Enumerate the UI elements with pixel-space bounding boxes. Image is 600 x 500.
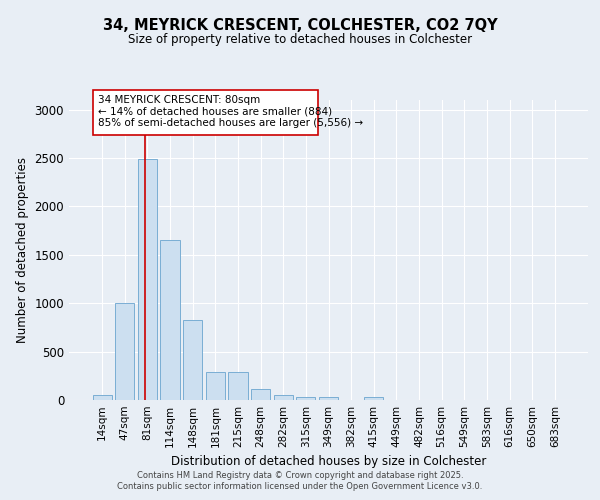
Bar — [229, 372, 248, 400]
Text: 34, MEYRICK CRESCENT, COLCHESTER, CO2 7QY: 34, MEYRICK CRESCENT, COLCHESTER, CO2 7Q… — [103, 18, 497, 32]
Text: Size of property relative to detached houses in Colchester: Size of property relative to detached ho… — [128, 32, 472, 46]
X-axis label: Distribution of detached houses by size in Colchester: Distribution of detached houses by size … — [171, 456, 486, 468]
Bar — [364, 397, 383, 400]
Text: Contains HM Land Registry data © Crown copyright and database right 2025.: Contains HM Land Registry data © Crown c… — [137, 471, 463, 480]
Bar — [138, 159, 157, 400]
Text: 34 MEYRICK CRESCENT: 80sqm
← 14% of detached houses are smaller (884)
85% of sem: 34 MEYRICK CRESCENT: 80sqm ← 14% of deta… — [98, 95, 363, 128]
Y-axis label: Number of detached properties: Number of detached properties — [16, 157, 29, 343]
Bar — [251, 389, 270, 400]
Bar — [319, 397, 338, 400]
Bar — [160, 240, 180, 400]
Bar — [274, 394, 293, 400]
Bar — [92, 395, 112, 400]
Bar — [206, 372, 225, 400]
Bar — [183, 320, 202, 400]
Bar — [296, 397, 316, 400]
Text: Contains public sector information licensed under the Open Government Licence v3: Contains public sector information licen… — [118, 482, 482, 491]
Bar — [115, 303, 134, 400]
